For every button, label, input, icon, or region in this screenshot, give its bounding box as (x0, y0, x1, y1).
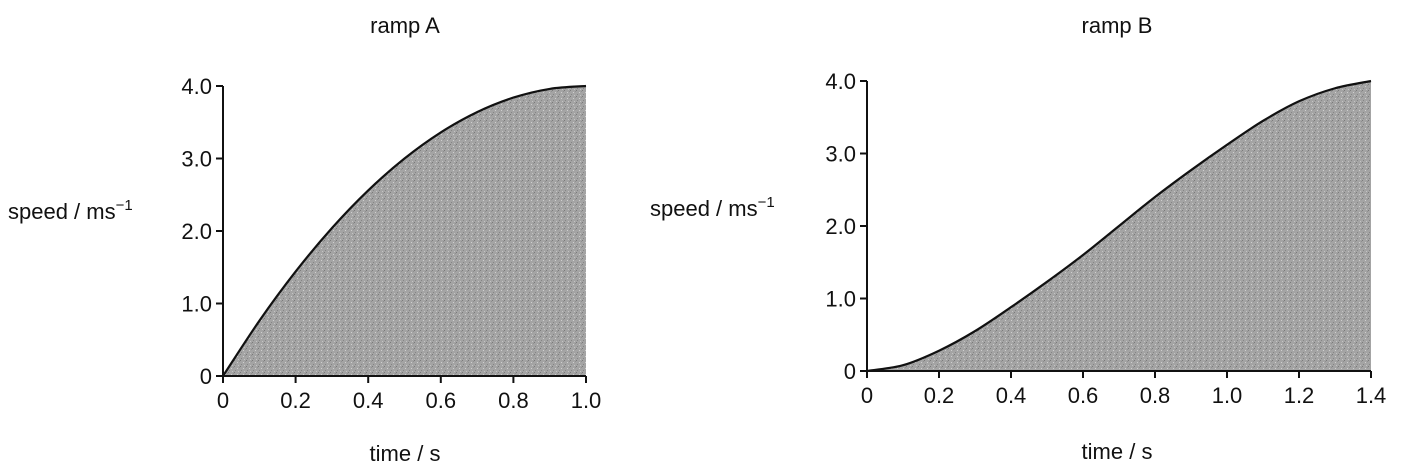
x-axis-label: time / s (1082, 439, 1153, 464)
x-tick-label: 0.2 (280, 388, 311, 413)
x-axis-label: time / s (370, 441, 441, 466)
y-ticks: 0 1.0 2.0 3.0 4.0 (825, 69, 867, 384)
y-axis-label-text: speed / ms (8, 199, 116, 224)
x-tick-label: 0.8 (498, 388, 529, 413)
x-tick-label: 1.2 (1284, 383, 1315, 408)
y-tick-label: 4.0 (181, 74, 212, 99)
y-tick-label: 0 (844, 359, 856, 384)
y-tick-label: 3.0 (181, 147, 212, 172)
x-tick-label: 0.2 (924, 383, 955, 408)
y-tick-label: 4.0 (825, 69, 856, 94)
y-tick-label: 1.0 (181, 292, 212, 317)
y-tick-label: 0 (200, 364, 212, 389)
y-tick-label: 2.0 (825, 214, 856, 239)
y-axis-label-superscript: −1 (116, 197, 133, 214)
x-tick-label: 0.4 (353, 388, 384, 413)
x-ticks: 0 0.2 0.4 0.6 0.8 1.0 (217, 376, 601, 413)
y-tick-label: 2.0 (181, 219, 212, 244)
y-axis-label-text: speed / ms (650, 196, 758, 221)
x-tick-label: 0.6 (426, 388, 457, 413)
data-curve (222, 84, 587, 377)
chart-title: ramp A (370, 13, 440, 38)
chart-ramp-a: ramp A 0 1.0 2.0 3.0 4.0 0 0.2 0.4 0.6 0.8 1.0 sp… (8, 13, 601, 466)
x-tick-label: 1.4 (1356, 383, 1387, 408)
x-tick-label: 0.4 (996, 383, 1027, 408)
y-tick-label: 1.0 (825, 287, 856, 312)
x-tick-label: 0 (217, 388, 229, 413)
data-curve (866, 79, 1372, 373)
x-ticks: 0 0.2 0.4 0.6 0.8 1.0 1.2 1.4 (861, 371, 1386, 408)
y-ticks: 0 1.0 2.0 3.0 4.0 (181, 74, 223, 389)
x-tick-label: 0.8 (1140, 383, 1171, 408)
x-tick-label: 1.0 (1212, 383, 1243, 408)
x-tick-label: 0 (861, 383, 873, 408)
y-axis-label: speed / ms−1 (8, 197, 133, 224)
x-tick-label: 0.6 (1068, 383, 1099, 408)
area-fill (223, 86, 586, 376)
x-tick-label: 1.0 (571, 388, 602, 413)
chart-ramp-b: ramp B 0 1.0 2.0 3.0 4.0 0 0.2 0.4 0.6 0.8 1.0 1.2… (650, 13, 1386, 464)
y-tick-label: 3.0 (825, 142, 856, 167)
chart-title: ramp B (1082, 13, 1153, 38)
y-axis-label-superscript: −1 (758, 194, 775, 211)
y-axis-label: speed / ms−1 (650, 194, 775, 221)
